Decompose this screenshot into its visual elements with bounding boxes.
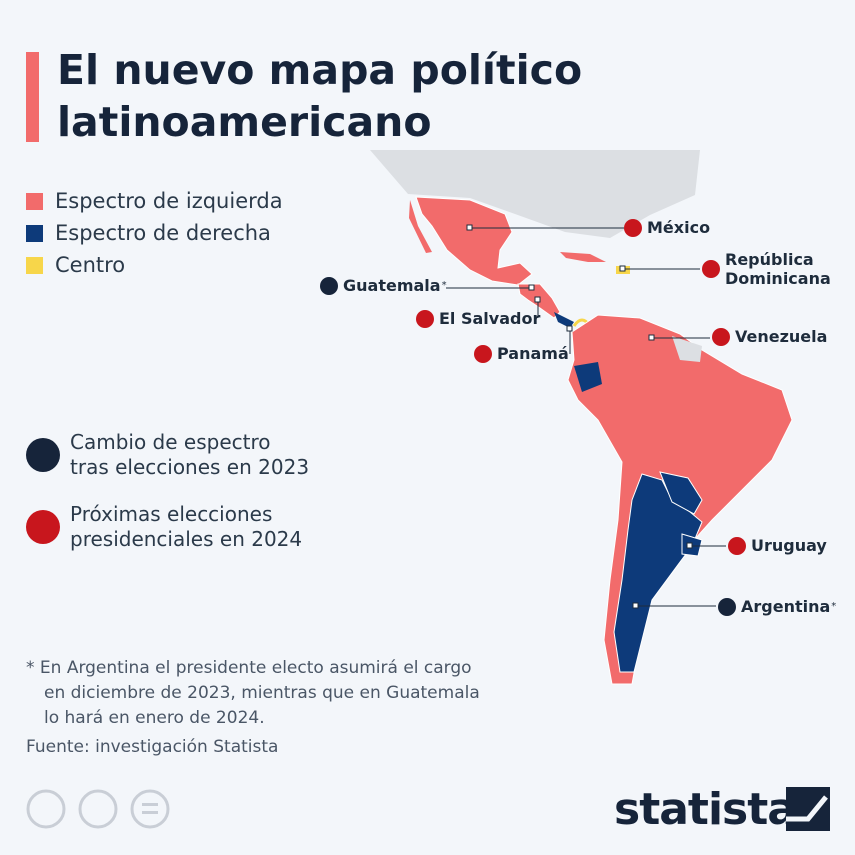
country-label: Uruguay	[728, 536, 827, 555]
key-line: Cambio de espectro	[70, 430, 271, 454]
title-line: El nuevo mapa político	[57, 46, 583, 94]
source: Fuente: investigación Statista	[26, 737, 279, 757]
country-label: República Dominicana	[702, 250, 831, 288]
logo-mark	[786, 787, 830, 831]
nd-icon	[130, 789, 170, 829]
asterisk: *	[441, 280, 447, 291]
country-label: Guatemala *	[320, 276, 447, 295]
asterisk: *	[831, 601, 837, 612]
key-line: tras elecciones en 2023	[70, 455, 310, 479]
election-icon	[702, 260, 720, 278]
country-name: República Dominicana	[725, 250, 831, 288]
panama	[554, 312, 574, 328]
change-icon	[320, 276, 338, 295]
name-line: Dominicana	[725, 269, 831, 288]
country-label: El Salvador	[416, 309, 540, 328]
cc-icon	[26, 789, 66, 829]
logo: statista	[614, 784, 797, 835]
logo-stroke	[786, 795, 828, 822]
by-icon	[78, 789, 118, 829]
election-icon	[416, 309, 434, 328]
legend-item: Espectro de izquierda	[26, 189, 283, 213]
election-icon	[624, 218, 642, 237]
legend-label: Espectro de derecha	[55, 221, 271, 245]
country-name: Panamá	[497, 344, 569, 363]
legend-label: Centro	[55, 253, 126, 277]
guyanas-grey	[672, 336, 702, 362]
license-icons	[26, 789, 170, 829]
country-name: Uruguay	[751, 536, 827, 555]
cuba	[560, 252, 606, 262]
north-america-grey	[370, 150, 700, 238]
baja	[409, 200, 432, 253]
country-name: Argentina	[741, 597, 831, 616]
logo-box	[786, 787, 830, 831]
election-icon	[728, 536, 746, 555]
country-name: Venezuela	[735, 327, 828, 346]
country-label: Panamá	[474, 344, 569, 363]
nd-bar	[142, 803, 158, 806]
note-line: lo hará en enero de 2024.	[44, 708, 265, 728]
country-name: El Salvador	[439, 309, 541, 328]
title: El nuevo mapa político latinoamericano	[57, 44, 582, 148]
mexico	[415, 196, 533, 286]
title-line: latinoamericano	[57, 98, 432, 146]
election-icon	[474, 344, 492, 363]
key-text: Próximas elecciones presidenciales en 202…	[70, 502, 302, 552]
country-label: México	[624, 218, 710, 237]
paraguay	[659, 471, 703, 515]
swatch	[26, 224, 43, 242]
key-text: Cambio de espectro tras elecciones en 202…	[70, 430, 309, 480]
note-line: * En Argentina el presidente electo asum…	[26, 658, 472, 678]
election-icon	[26, 510, 60, 544]
icon-key: Cambio de espectro tras elecciones en 202…	[26, 430, 309, 480]
country-label: Argentina *	[718, 597, 836, 616]
nd-bar	[142, 811, 158, 814]
legend-item: Espectro de derecha	[26, 221, 271, 245]
footnote: * En Argentina el presidente electo asum…	[26, 656, 566, 731]
title-bar	[26, 52, 39, 142]
name-line: República	[725, 250, 814, 269]
country-name: México	[647, 218, 711, 237]
swatch	[26, 256, 43, 274]
legend-item: Centro	[26, 253, 125, 277]
legend-label: Espectro de izquierda	[55, 189, 283, 213]
change-icon	[26, 438, 60, 472]
ecuador	[574, 362, 602, 392]
country-name: Guatemala	[343, 276, 441, 295]
key-line: presidenciales en 2024	[70, 527, 303, 551]
note-line: en diciembre de 2023, mientras que en Gu…	[44, 683, 480, 703]
election-icon	[712, 327, 730, 346]
swatch	[26, 192, 43, 210]
country-label: Venezuela	[712, 327, 827, 346]
key-line: Próximas elecciones	[70, 502, 273, 526]
leader-lines	[446, 224, 726, 609]
change-icon	[718, 597, 736, 616]
icon-key: Próximas elecciones presidenciales en 202…	[26, 502, 302, 552]
